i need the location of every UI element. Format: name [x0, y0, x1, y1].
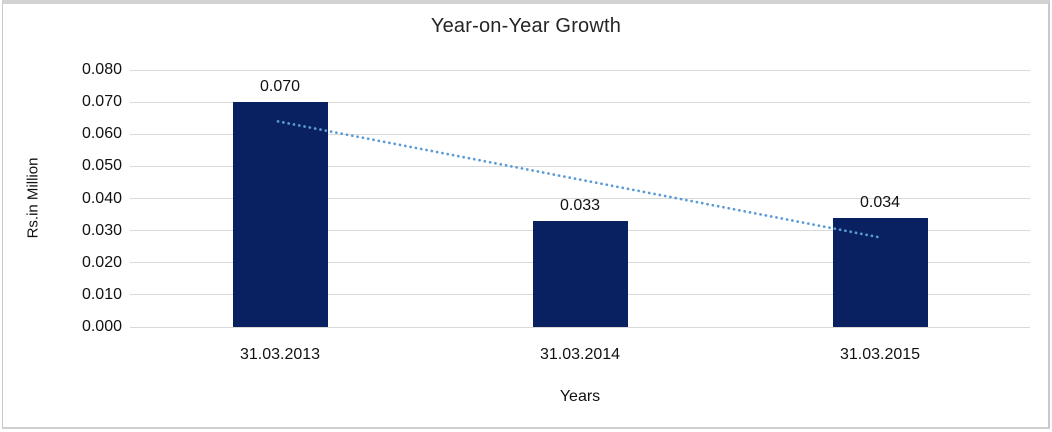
gridline	[130, 101, 1030, 103]
gridline	[130, 198, 1030, 199]
y-tick-label: 0.050	[81, 157, 122, 175]
gridline	[130, 69, 1030, 71]
y-tick-label: 0.020	[81, 253, 122, 271]
x-tick-label: 31.03.2013	[239, 346, 321, 363]
y-tick-label: 0.040	[81, 189, 122, 207]
x-tick-label: 31.03.2015	[839, 346, 921, 363]
gridline	[130, 165, 1030, 167]
chart-title: Year-on-Year Growth	[430, 15, 622, 37]
bar	[532, 220, 628, 327]
gridline	[130, 326, 1030, 328]
bar	[832, 217, 928, 327]
trendline-segment	[276, 120, 880, 239]
y-tick-label: 0.000	[81, 318, 122, 335]
y-tick-label: 0.030	[81, 221, 122, 239]
y-tick-label: 0.070	[81, 93, 122, 111]
y-tick-label: 0.060	[81, 125, 122, 143]
bar	[232, 102, 328, 327]
bar-data-label: 0.070	[259, 78, 301, 96]
y-tick-label: 0.010	[81, 285, 122, 303]
x-axis-title: Years	[559, 388, 601, 405]
gridline	[130, 133, 1030, 135]
bar-data-label: 0.033	[559, 196, 601, 214]
bar-data-label: 0.034	[859, 193, 901, 211]
y-tick-label: 0.080	[81, 61, 122, 78]
x-tick-label: 31.03.2014	[539, 346, 621, 363]
